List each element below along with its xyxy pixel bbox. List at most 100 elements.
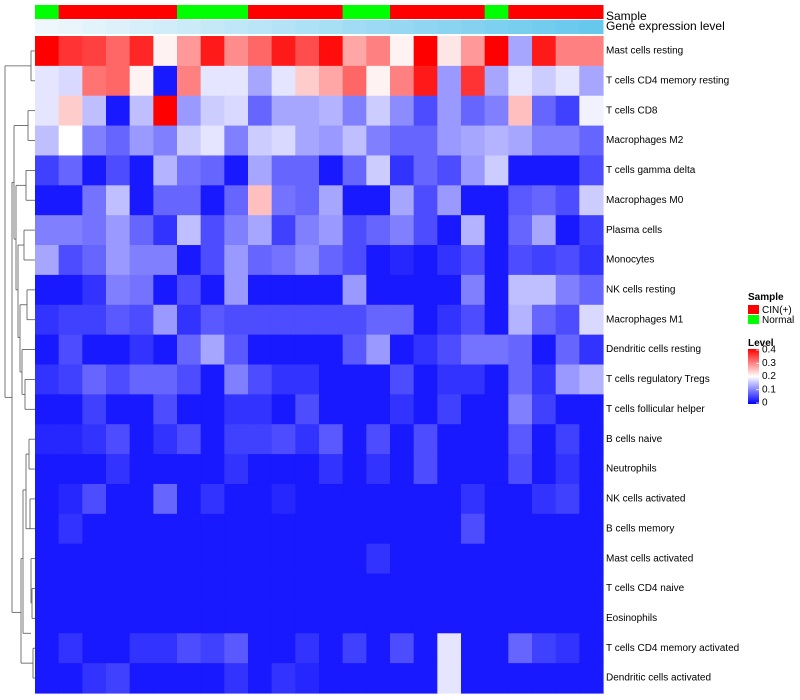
heatmap-cell [58,274,83,306]
heatmap-cell [508,633,533,664]
heatmap-cell [295,573,320,605]
heatmap-cell [342,65,367,97]
row-label: Macrophages M0 [606,195,684,206]
heatmap-cell [390,304,415,336]
heatmap-cell [200,65,225,97]
row-label: NK cells activated [606,494,685,505]
heatmap-cell [508,483,533,515]
heatmap-cell [484,424,509,455]
sample-annotation-cell [508,5,533,19]
heatmap-cell [532,95,557,127]
heatmap-cell [366,483,391,515]
heatmap-cell [508,304,533,336]
heatmap-cell [35,633,60,664]
heatmap-cell [532,125,557,157]
heatmap-cell [366,364,391,395]
heatmap-cell [532,274,557,306]
heatmap-cell [319,543,344,575]
heatmap-cell [390,573,415,605]
legend-level-colorbar [748,349,759,404]
heatmap-cell [484,483,509,515]
heatmap-cell [555,245,580,276]
heatmap-cell [153,663,178,694]
heatmap-cell [508,215,533,246]
heatmap-cell [271,155,296,186]
heatmap-cell [319,454,344,485]
heatmap-cell [413,245,438,276]
sample-annotation-cell [106,5,131,19]
heatmap-cell [35,334,60,366]
heatmap-cell [390,185,415,216]
row-label: Dendritic cells resting [606,344,701,355]
heatmap-cell [82,334,107,366]
heatmap-cell [295,394,320,425]
heatmap-cell [390,215,415,246]
heatmap-cell [58,663,83,694]
heatmap-cell [129,633,154,664]
heatmap-cell [129,513,154,545]
heatmap-cell [35,663,60,694]
heatmap-cell [579,334,604,366]
heatmap-cell [532,603,557,634]
heatmap-cell [413,573,438,605]
heatmap-cell [579,185,604,216]
legend-tick-label: 0.2 [762,371,776,382]
gene-expression-annotation-cell [106,20,131,34]
heatmap-cell [295,125,320,157]
heatmap-cell [579,364,604,395]
heatmap-cell [129,125,154,157]
heatmap-cell [366,543,391,575]
heatmap-cell [153,573,178,605]
heatmap-cell [200,454,225,485]
heatmap-cell [177,454,202,485]
heatmap-cell [461,65,486,97]
heatmap-cell [248,663,273,694]
heatmap-cell [437,573,462,605]
heatmap-cell [200,155,225,186]
heatmap-cell [58,573,83,605]
heatmap-cell [508,513,533,545]
heatmap-cell [555,95,580,127]
sample-annotation-cell [579,5,604,19]
legend-entry-label: CIN(+) [762,305,792,316]
heatmap-cell [35,215,60,246]
heatmap-cell [390,663,415,694]
heatmap-cell [366,36,391,67]
heatmap-cell [413,663,438,694]
heatmap-cell [437,424,462,455]
heatmap-cell [413,304,438,336]
heatmap-cell [58,633,83,664]
row-label: T cells CD8 [606,105,658,116]
heatmap-cell [508,185,533,216]
heatmap-cell [366,65,391,97]
heatmap-cell [82,274,107,306]
heatmap-cell [555,424,580,455]
heatmap-cell [342,364,367,395]
heatmap-cell [295,304,320,336]
heatmap-cell [224,36,249,67]
heatmap-cell [319,215,344,246]
heatmap-cell [319,334,344,366]
heatmap-cell [295,334,320,366]
row-label: Mast cells activated [606,553,693,564]
heatmap-cell [461,274,486,306]
heatmap-cell [224,424,249,455]
heatmap-cell [129,274,154,306]
heatmap-cell [319,483,344,515]
heatmap-cell [579,215,604,246]
heatmap-cell [532,364,557,395]
heatmap-cell [390,633,415,664]
heatmap-cell [461,573,486,605]
row-label: Neutrophils [606,464,657,475]
sample-annotation-cell [413,5,438,19]
heatmap-cell [461,454,486,485]
heatmap-cell [461,364,486,395]
heatmap-cell [153,633,178,664]
heatmap-cell [437,245,462,276]
heatmap-cell [35,185,60,216]
heatmap-cell [271,245,296,276]
heatmap-cell [248,454,273,485]
heatmap-cell [366,334,391,366]
heatmap-cell [271,65,296,97]
